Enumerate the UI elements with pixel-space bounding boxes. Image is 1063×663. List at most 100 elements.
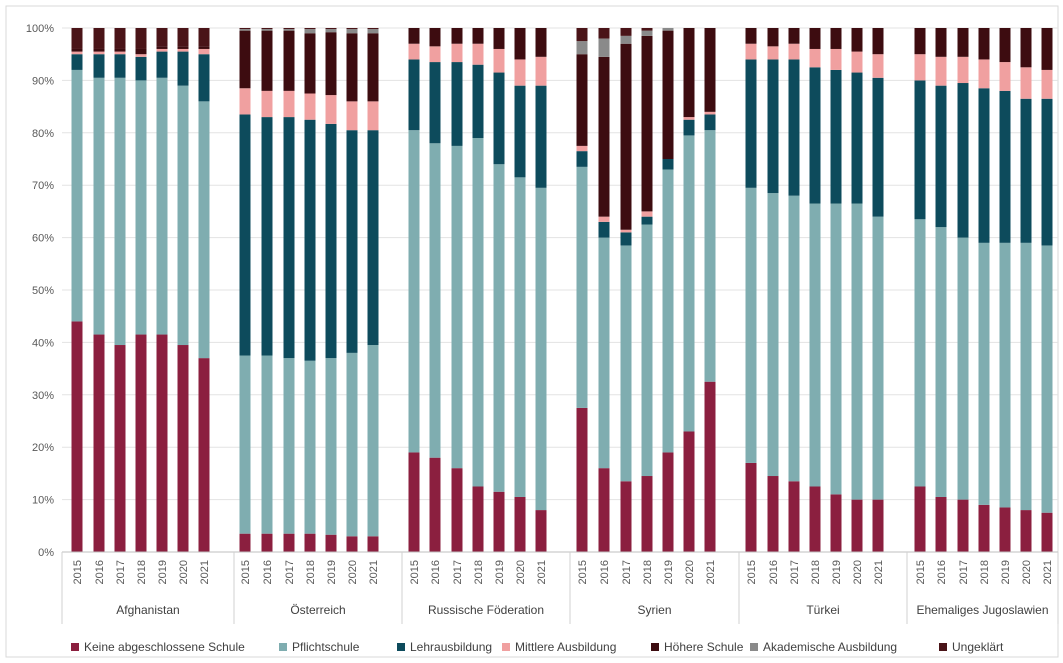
bar-segment bbox=[620, 245, 632, 482]
bar-segment bbox=[493, 491, 505, 552]
bar-segment bbox=[135, 54, 147, 57]
bar-segment bbox=[999, 507, 1011, 552]
y-tick-label: 60% bbox=[32, 233, 54, 245]
y-tick-label: 100% bbox=[26, 23, 54, 35]
bar-segment bbox=[283, 533, 295, 552]
x-year-label: 2020 bbox=[347, 560, 359, 584]
bar-segment bbox=[304, 28, 316, 30]
bar-segment bbox=[978, 59, 990, 89]
bar-segment bbox=[535, 28, 547, 57]
bar-segment bbox=[451, 28, 463, 44]
bar-segment bbox=[114, 54, 126, 78]
bar-segment bbox=[304, 93, 316, 120]
y-tick-label: 20% bbox=[32, 442, 54, 454]
bar-segment bbox=[978, 28, 990, 60]
y-tick-label: 40% bbox=[32, 337, 54, 349]
bar-segment bbox=[239, 29, 251, 31]
bar-segment bbox=[325, 95, 337, 124]
bar-segment bbox=[71, 48, 83, 52]
bar-segment bbox=[114, 48, 126, 52]
bar-segment bbox=[156, 51, 168, 78]
bars bbox=[71, 28, 1053, 552]
bar-segment bbox=[620, 43, 632, 230]
bar-segment bbox=[576, 54, 588, 146]
bar-segment bbox=[514, 28, 526, 60]
bar-segment bbox=[429, 28, 441, 47]
bar-segment bbox=[1020, 98, 1032, 243]
bar-segment bbox=[114, 28, 126, 49]
bar-segment bbox=[346, 352, 358, 537]
bar-segment bbox=[957, 56, 969, 84]
bar-segment bbox=[346, 29, 358, 34]
bar-segment bbox=[71, 54, 83, 70]
bar-segment bbox=[325, 358, 337, 535]
bar-segment bbox=[662, 30, 674, 160]
x-year-label: 2017 bbox=[958, 560, 970, 584]
bar-segment bbox=[830, 494, 842, 552]
bar-segment bbox=[93, 48, 105, 52]
bar-segment bbox=[788, 59, 800, 196]
bar-segment bbox=[472, 64, 484, 139]
bar-segment bbox=[177, 51, 189, 86]
bar-segment bbox=[177, 46, 189, 49]
bar-segment bbox=[935, 227, 947, 497]
legend-swatch bbox=[750, 643, 758, 651]
bar-segment bbox=[304, 360, 316, 534]
bar-segment bbox=[704, 381, 716, 552]
bar-segment bbox=[535, 56, 547, 86]
bar-segment bbox=[239, 28, 251, 30]
bar-segment bbox=[93, 77, 105, 335]
x-year-label: 2021 bbox=[536, 560, 548, 584]
bar-segment bbox=[325, 32, 337, 96]
bar-segment bbox=[408, 28, 420, 44]
bar-segment bbox=[1041, 245, 1053, 513]
bar-segment bbox=[239, 88, 251, 115]
x-year-label: 2015 bbox=[746, 560, 758, 584]
legend-label: Lehrausbildung bbox=[410, 640, 492, 654]
bar-segment bbox=[367, 536, 379, 552]
bar-segment bbox=[429, 46, 441, 63]
y-tick-label: 50% bbox=[32, 285, 54, 297]
bar-segment bbox=[999, 62, 1011, 91]
bar-segment bbox=[239, 355, 251, 534]
bar-segment bbox=[641, 211, 653, 217]
bar-segment bbox=[576, 407, 588, 552]
bar-segment bbox=[451, 468, 463, 552]
bar-segment bbox=[598, 237, 610, 469]
x-group-label: Syrien bbox=[637, 603, 671, 617]
bar-segment bbox=[408, 452, 420, 552]
legend-swatch bbox=[651, 643, 659, 651]
bar-segment bbox=[683, 117, 695, 120]
bar-segment bbox=[704, 28, 716, 112]
bar-segment bbox=[914, 80, 926, 220]
bar-segment bbox=[114, 345, 126, 552]
bar-segment bbox=[809, 48, 821, 68]
bar-segment bbox=[535, 85, 547, 188]
bar-segment bbox=[156, 48, 168, 52]
bar-segment bbox=[745, 28, 757, 44]
x-group-label: Russische Föderation bbox=[428, 603, 544, 617]
bar-segment bbox=[683, 28, 695, 118]
y-tick-label: 90% bbox=[32, 75, 54, 87]
bar-segment bbox=[239, 114, 251, 356]
bar-segment bbox=[93, 28, 105, 49]
bar-segment bbox=[429, 62, 441, 144]
bar-segment bbox=[177, 345, 189, 552]
bar-segment bbox=[367, 33, 379, 102]
bar-segment bbox=[1020, 242, 1032, 511]
bar-segment bbox=[325, 123, 337, 359]
bar-segment bbox=[914, 486, 926, 552]
bar-segment bbox=[177, 48, 189, 52]
bar-segment bbox=[346, 28, 358, 30]
x-year-label: 2018 bbox=[136, 560, 148, 584]
bar-segment bbox=[935, 56, 947, 86]
bar-segment bbox=[745, 43, 757, 60]
bar-segment bbox=[451, 145, 463, 469]
x-year-label: 2016 bbox=[94, 560, 106, 584]
bar-segment bbox=[135, 334, 147, 552]
bar-segment bbox=[1020, 28, 1032, 68]
bar-segment bbox=[576, 166, 588, 408]
bar-segment bbox=[620, 28, 632, 36]
